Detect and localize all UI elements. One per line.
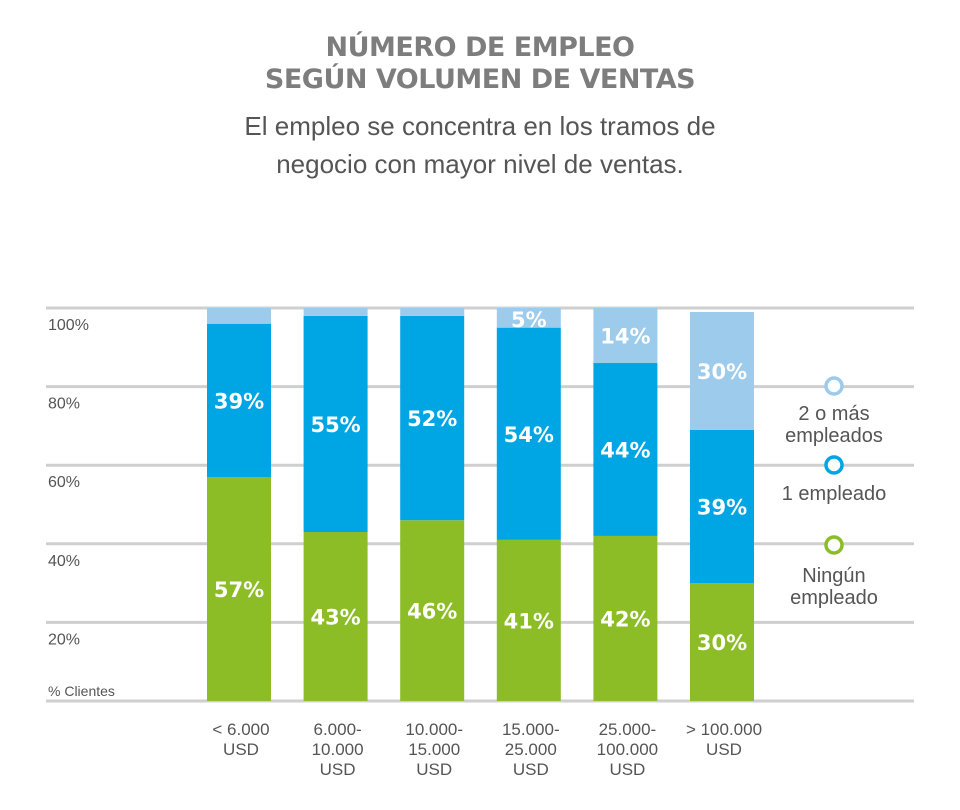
x-tick-label: 25.000-100.000 USD — [597, 720, 658, 779]
subtitle-line2: negocio con mayor nivel de ventas. — [276, 149, 684, 179]
y-tick-label: 80% — [48, 396, 80, 413]
bar-segment — [400, 308, 465, 316]
data-label: 57% — [214, 578, 264, 602]
y-tick-label: 20% — [48, 631, 80, 648]
data-label: 44% — [600, 438, 650, 462]
chart-title-line2: SEGÚN VOLUMEN DE VENTAS — [264, 64, 696, 95]
bar-segment — [690, 583, 754, 701]
data-label: 55% — [310, 413, 360, 437]
data-label: 39% — [697, 495, 747, 519]
legend-marker — [824, 455, 844, 475]
legend-marker — [824, 376, 844, 396]
bar-segment — [207, 323, 271, 477]
x-tick-label: < 6.000 USD — [212, 720, 269, 759]
y-tick-label: 40% — [48, 553, 80, 570]
x-tick-label: 15.000-25.000 USD — [502, 720, 560, 779]
data-label: 39% — [214, 389, 264, 413]
bar-segment — [400, 520, 465, 701]
data-labels: 57% 39% 43% 55% 46% 52% 41% 54% 5% 42% 44% 14% 30% 39… — [214, 308, 747, 655]
data-label: 5% — [511, 308, 547, 332]
data-label: 43% — [310, 606, 360, 630]
bar-segment — [207, 476, 271, 701]
y-axis-ticks: 20% 40% 60% 80% 100% — [48, 317, 89, 648]
bar-segment — [593, 308, 658, 364]
bar-segment — [496, 539, 561, 701]
data-label: 30% — [697, 360, 747, 384]
bar-segment — [690, 311, 754, 430]
bar-segment — [303, 308, 368, 316]
bar-segment — [690, 429, 754, 584]
chart-title-line1: NÚMERO DE EMPLEO — [325, 32, 635, 63]
bar-segment — [496, 327, 561, 540]
bars — [207, 308, 754, 701]
legend-label: Ningún empleado — [790, 565, 878, 609]
data-label: 42% — [600, 607, 650, 631]
bar-segment — [303, 532, 368, 701]
data-label: 46% — [407, 600, 457, 624]
legend-marker — [824, 535, 844, 555]
data-label: 52% — [407, 407, 457, 431]
y-axis-label: % Clientes — [48, 683, 115, 699]
x-axis-ticks: < 6.000 USD 6.000-10.000 USD 10.000-15.000 US… — [212, 720, 762, 779]
bar-segment — [303, 315, 368, 533]
legend-label: 2 o más empleados — [785, 403, 883, 447]
bar-segment — [400, 315, 465, 521]
bar-segment — [593, 363, 658, 536]
gridlines — [46, 306, 914, 703]
data-label: 30% — [697, 631, 747, 655]
bar-segment — [496, 308, 561, 328]
bar-segment — [593, 535, 658, 701]
y-tick-label: 60% — [48, 474, 80, 491]
x-tick-label: 10.000-15.000 USD — [405, 720, 463, 779]
chart-subtitle: El empleo se concentra en los tramos de … — [0, 107, 960, 183]
data-label: 54% — [504, 423, 554, 447]
legend-label: 1 empleado — [782, 483, 887, 505]
y-tick-label: 100% — [48, 317, 89, 334]
x-tick-label: 6.000-10.000 USD — [312, 720, 364, 779]
data-label: 14% — [600, 325, 650, 349]
bar-segment — [207, 308, 271, 324]
x-tick-label: > 100.000 USD — [686, 720, 762, 759]
data-label: 41% — [504, 609, 554, 633]
legend: 2 o más empleados 1 empleado Ningún empleado — [782, 376, 887, 609]
subtitle-line1: El empleo se concentra en los tramos de — [244, 111, 716, 141]
